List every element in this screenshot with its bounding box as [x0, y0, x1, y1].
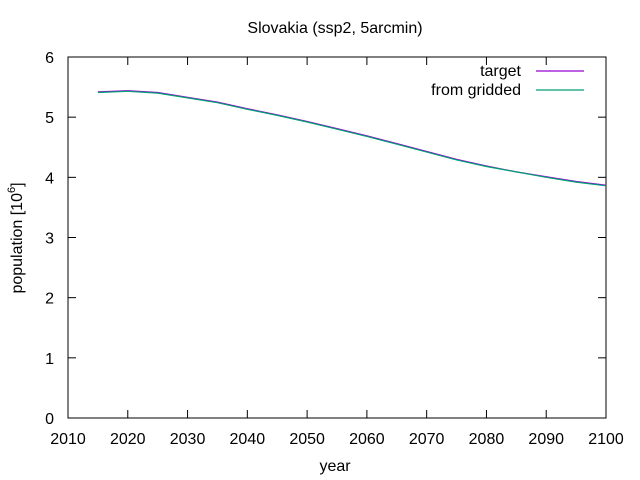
y-axis-label-close: ] [9, 182, 26, 186]
plot-frame [67, 56, 607, 419]
legend: target from gridded [431, 63, 584, 99]
plot-area [67, 56, 607, 419]
y-tick-label: 1 [45, 351, 54, 368]
y-axis-label-exponent: 6 [6, 187, 18, 193]
x-tick-label: 2030 [170, 431, 206, 448]
x-tick-label: 2050 [289, 431, 325, 448]
x-tick-label: 2010 [50, 431, 86, 448]
series-line-from-gridded [97, 90, 607, 187]
y-tick-label: 5 [45, 110, 54, 127]
y-axis-label-base: population [10 [9, 193, 26, 294]
x-axis: 2010 2020 2030 2040 2050 2060 2070 2080 2090 2100 [50, 57, 624, 448]
y-axis-label: population [106] [6, 182, 26, 293]
y-tick-label: 3 [45, 231, 54, 248]
x-axis-label: year [319, 458, 351, 475]
x-tick-label: 2080 [469, 431, 505, 448]
y-tick-label: 4 [45, 170, 54, 187]
x-tick-label: 2100 [588, 431, 624, 448]
x-tick-label: 2060 [349, 431, 385, 448]
legend-label-from-gridded: from gridded [431, 82, 521, 99]
y-tick-label: 0 [45, 411, 54, 428]
series-line-target [97, 90, 607, 186]
y-axis: 0 1 2 3 4 5 6 [45, 50, 606, 428]
chart-title: Slovakia (ssp2, 5arcmin) [247, 20, 422, 37]
x-tick-label: 2090 [528, 431, 564, 448]
x-tick-label: 2040 [230, 431, 266, 448]
y-tick-label: 2 [45, 291, 54, 308]
series-lines [97, 90, 607, 187]
y-tick-label: 6 [45, 50, 54, 67]
x-tick-label: 2020 [110, 431, 146, 448]
legend-label-target: target [480, 63, 521, 80]
x-tick-label: 2070 [409, 431, 445, 448]
